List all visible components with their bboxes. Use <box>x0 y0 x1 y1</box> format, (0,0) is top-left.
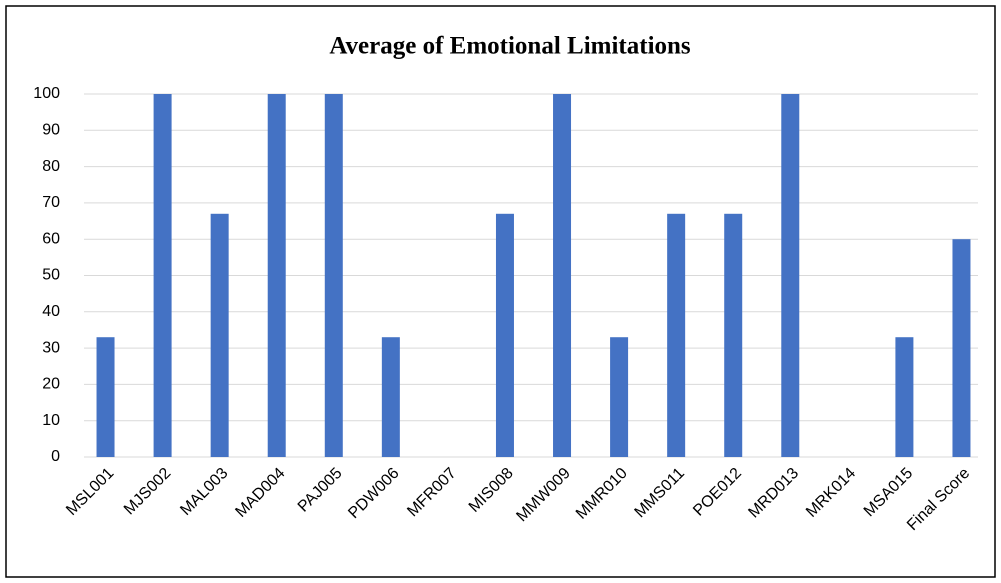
y-tick-label: 50 <box>42 267 60 284</box>
bar <box>153 94 172 457</box>
y-tick-label: 10 <box>42 412 60 429</box>
bar <box>781 94 800 457</box>
y-tick-label: 100 <box>33 85 60 102</box>
bar <box>210 213 229 457</box>
bar <box>553 94 572 457</box>
y-tick-label: 60 <box>42 230 60 247</box>
y-tick-label: 40 <box>42 303 60 320</box>
bar <box>324 94 343 457</box>
bar <box>667 213 686 457</box>
y-tick-label: 90 <box>42 122 60 139</box>
bar <box>96 337 115 457</box>
bar <box>381 337 400 457</box>
bar <box>952 239 971 457</box>
y-tick-label: 30 <box>42 339 60 356</box>
y-tick-label: 20 <box>42 376 60 393</box>
bar <box>895 337 914 457</box>
bar <box>610 337 629 457</box>
bar <box>495 213 514 457</box>
y-tick-label: 80 <box>42 158 60 175</box>
bar <box>267 94 286 457</box>
chart-title: Average of Emotional Limitations <box>329 33 691 60</box>
bar <box>724 213 743 457</box>
y-tick-label: 0 <box>51 448 60 465</box>
y-tick-label: 70 <box>42 194 60 211</box>
